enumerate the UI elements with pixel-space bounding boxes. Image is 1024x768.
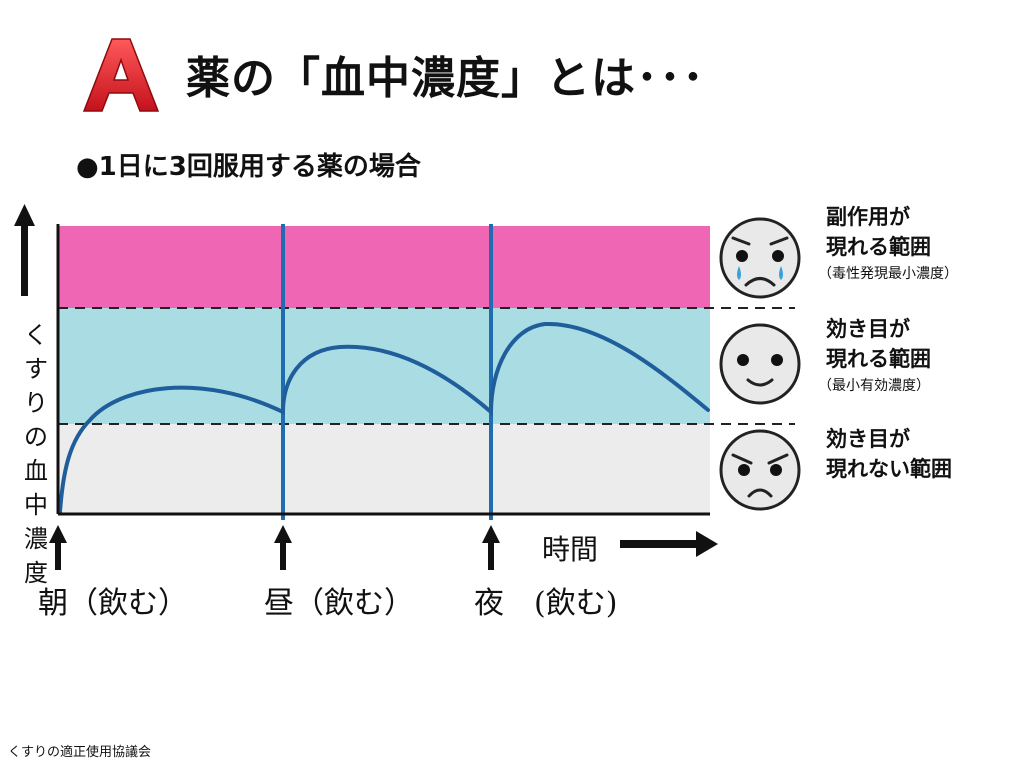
logo-a-icon: A <box>82 38 160 112</box>
zone-label-line: 現れない範囲 <box>826 457 952 481</box>
zone-label-line: 副作用が <box>826 205 910 229</box>
zone-label-line: 効き目が <box>826 317 910 341</box>
zone-label-line: 効き目が <box>826 427 910 451</box>
zone-label-line: 現れる範囲 <box>826 347 931 371</box>
footer-credit: くすりの適正使用協議会 <box>8 745 152 760</box>
dose-label-noon: 昼（飲む） <box>264 586 414 621</box>
y-axis-arrow-icon <box>14 204 35 296</box>
smiling-face-icon <box>719 323 801 405</box>
dose-arrow-icon <box>49 525 67 570</box>
dose-label-morning: 朝（飲む） <box>38 586 188 621</box>
zone-note: （最小有効濃度） <box>818 378 930 394</box>
zone-label-effective: 効き目が 現れる範囲 （最小有効濃度） <box>818 314 931 398</box>
zone-label-line: 現れる範囲 <box>826 235 931 259</box>
zone-effective <box>58 308 710 424</box>
page-title: 薬の「血中濃度」とは･･･ <box>186 53 705 104</box>
zone-side-effect <box>58 226 710 308</box>
title-bar: A 薬の「血中濃度」とは･･･ <box>82 34 705 114</box>
dose-label-night: 夜 (飲む) <box>474 586 618 621</box>
subtitle: ●1日に3回服用する薬の場合 <box>76 152 421 182</box>
crying-face-icon <box>719 217 801 299</box>
zone-note: （毒性発現最小濃度） <box>818 266 958 282</box>
concentration-curve <box>58 321 710 514</box>
zone-label-ineffective: 効き目が 現れない範囲 <box>826 424 952 484</box>
dose-arrow-icon <box>482 525 500 570</box>
angry-face-icon <box>719 429 801 511</box>
dose-arrow-icon <box>274 525 292 570</box>
x-axis-label: 時間 <box>542 533 599 566</box>
time-arrow-icon <box>620 531 718 557</box>
zone-ineffective <box>58 424 710 514</box>
zone-label-side-effect: 副作用が 現れる範囲 （毒性発現最小濃度） <box>818 202 958 286</box>
y-axis-label: くすりの血中濃度 <box>24 321 48 587</box>
